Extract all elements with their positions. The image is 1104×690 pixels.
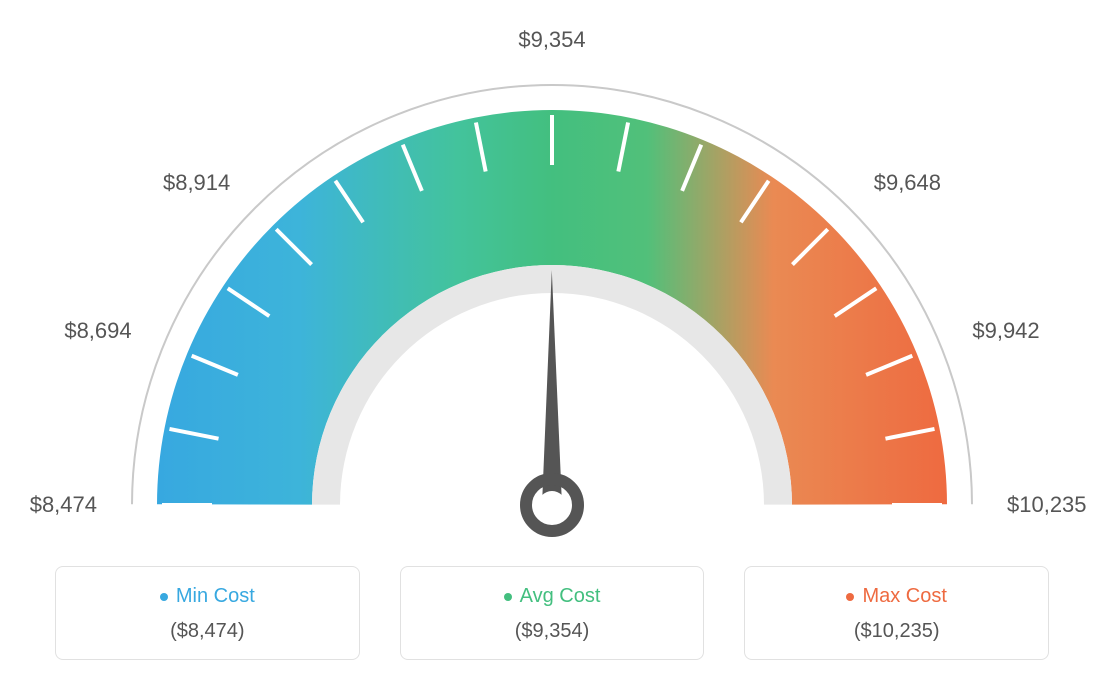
legend-title-max: Max Cost: [755, 585, 1038, 608]
legend-card-min: Min Cost ($8,474): [55, 566, 360, 660]
legend-title-avg: Avg Cost: [411, 585, 694, 608]
gauge-tick-label: $8,694: [64, 318, 131, 344]
gauge-tick-label: $9,354: [518, 27, 585, 53]
legend-row: Min Cost ($8,474) Avg Cost ($9,354) Max …: [55, 566, 1049, 660]
legend-value-max: ($10,235): [755, 620, 1038, 643]
legend-label-max: Max Cost: [862, 585, 946, 608]
legend-label-avg: Avg Cost: [520, 585, 601, 608]
gauge-tick-label: $9,648: [874, 170, 941, 196]
legend-card-max: Max Cost ($10,235): [744, 566, 1049, 660]
gauge-tick-label: $8,914: [163, 170, 230, 196]
legend-label-min: Min Cost: [176, 585, 255, 608]
legend-title-min: Min Cost: [66, 585, 349, 608]
dot-icon: [846, 593, 854, 601]
legend-value-min: ($8,474): [66, 620, 349, 643]
dot-icon: [160, 593, 168, 601]
gauge-tick-label: $8,474: [30, 492, 97, 518]
gauge-chart-container: $8,474 $8,694 $8,914 $9,354 $9,648 $9,942 $10,…: [0, 0, 1104, 690]
gauge-svg: [82, 35, 1022, 555]
dot-icon: [504, 593, 512, 601]
gauge-area: $8,474 $8,694 $8,914 $9,354 $9,648 $9,942 $10,…: [0, 0, 1104, 560]
gauge-tick-label: $9,942: [972, 318, 1039, 344]
legend-value-avg: ($9,354): [411, 620, 694, 643]
gauge-tick-label: $10,235: [1007, 492, 1087, 518]
legend-card-avg: Avg Cost ($9,354): [400, 566, 705, 660]
